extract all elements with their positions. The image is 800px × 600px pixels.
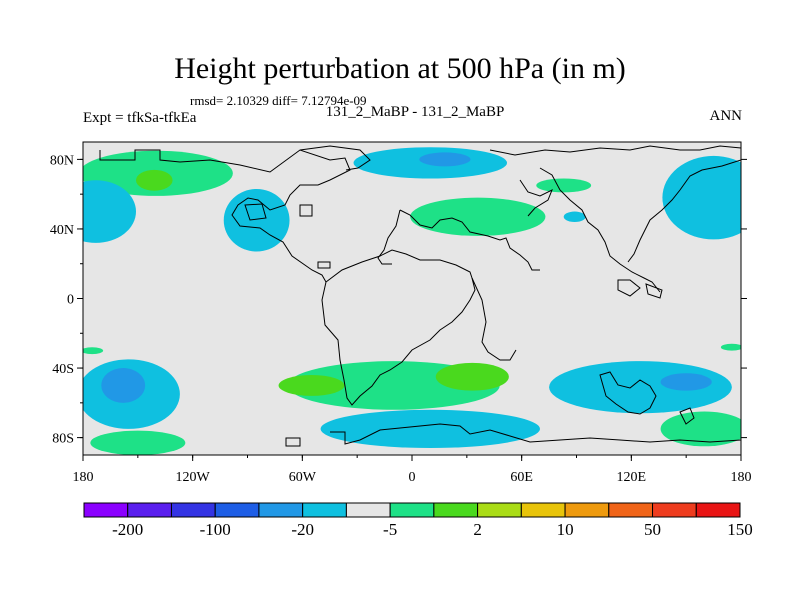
region-nw-pacific-core <box>136 169 173 191</box>
region-ne-pacific-low <box>83 180 136 243</box>
y-tick-label: 40S <box>52 362 74 377</box>
colorbar: -200 -100 -20 -5 2 10 50 150 <box>83 502 753 539</box>
coastline-asia-east <box>539 167 661 293</box>
colorbar-swatch <box>345 502 391 518</box>
coastline-south-america <box>321 277 476 406</box>
colorbar-label: -200 <box>112 520 143 539</box>
colorbar-swatch <box>608 502 654 518</box>
colorbar-label: -5 <box>383 520 397 539</box>
region-equator-e-fringe <box>720 343 741 351</box>
x-tick-label: 180 <box>73 470 94 485</box>
colorbar-swatch <box>564 502 610 518</box>
region-s-high-core-w <box>278 375 345 396</box>
colorbar-label: -20 <box>291 520 314 539</box>
chart-title: Height perturbation at 500 hPa (in m) <box>174 52 626 85</box>
colorbar-swatch <box>214 502 260 518</box>
y-tick-label: 0 <box>67 293 74 308</box>
colorbar-label: 2 <box>473 520 482 539</box>
colorbar-swatch <box>695 502 741 518</box>
coastline-antarctic-islands <box>285 437 301 447</box>
colorbar-label: -100 <box>200 520 231 539</box>
coastline-antarctica <box>330 423 741 445</box>
colorbar-swatch <box>433 502 479 518</box>
colorbar-label: 150 <box>727 520 753 539</box>
case-label: 131_2_MaBP - 131_2_MaBP <box>325 104 505 120</box>
coastline-greenland <box>299 145 371 171</box>
region-eurasia-high <box>410 197 546 236</box>
coastline-asia-pacific <box>627 159 741 263</box>
y-tick-label: 80S <box>52 432 74 447</box>
colorbar-swatch <box>83 502 129 518</box>
colorbar-swatch <box>389 502 435 518</box>
colorbar-swatch <box>170 502 216 518</box>
contour-regions <box>83 147 741 455</box>
region-small-low <box>563 211 586 222</box>
coastline-new-zealand <box>679 407 695 425</box>
experiment-label: Expt = tfkSa-tfkEa <box>83 110 197 126</box>
y-tick-label: 40N <box>50 223 74 238</box>
region-s-pacific-core <box>101 368 146 403</box>
region-arctic-asia-core <box>419 152 471 167</box>
colorbar-swatch <box>302 502 347 518</box>
region-s-indian-core <box>660 373 712 391</box>
region-n-america-low <box>223 188 290 252</box>
coastline-north-america <box>99 149 351 283</box>
x-tick-label: 60E <box>510 470 533 485</box>
axes: 180 120W 60W 0 60E 120E 180 80N 40N 0 40S 80S <box>50 153 752 485</box>
colorbar-label: 50 <box>644 520 661 539</box>
region-se-high <box>660 411 741 447</box>
y-tick-label: 80N <box>50 153 74 168</box>
region-siberia-high <box>536 178 592 193</box>
colorbar-swatch <box>477 502 522 518</box>
x-tick-label: 180 <box>731 470 752 485</box>
region-ne-low <box>662 155 741 240</box>
coastline-asia <box>489 145 741 156</box>
x-tick-label: 120E <box>617 470 647 485</box>
coastline-indonesia <box>617 279 663 299</box>
colorbar-swatch <box>652 502 697 518</box>
coastline-africa-south <box>471 277 517 361</box>
stats-text: rmsd= 2.10329 diff= 7.12794e-09 <box>190 93 367 108</box>
coastline-europe <box>399 209 540 271</box>
coastline-africa <box>377 209 401 265</box>
season-label: ANN <box>709 108 743 124</box>
coastline-arctic-islands <box>244 203 331 269</box>
coastline-australia <box>599 371 657 415</box>
colorbar-swatch <box>258 502 304 518</box>
region-s-high-core-e <box>435 362 509 391</box>
region-sw-high <box>90 430 186 455</box>
x-tick-label: 0 <box>409 470 416 485</box>
coastline-siberia <box>519 179 553 217</box>
coastlines <box>99 145 741 447</box>
colorbar-swatch <box>520 502 566 518</box>
colorbar-label: 10 <box>557 520 574 539</box>
region-antarctic-low <box>320 409 540 449</box>
region-equator-w-fringe <box>83 347 104 355</box>
x-tick-label: 120W <box>176 470 211 485</box>
colorbar-swatch <box>127 502 172 518</box>
x-tick-label: 60W <box>289 470 317 485</box>
coastline-south-america-east <box>325 249 473 283</box>
